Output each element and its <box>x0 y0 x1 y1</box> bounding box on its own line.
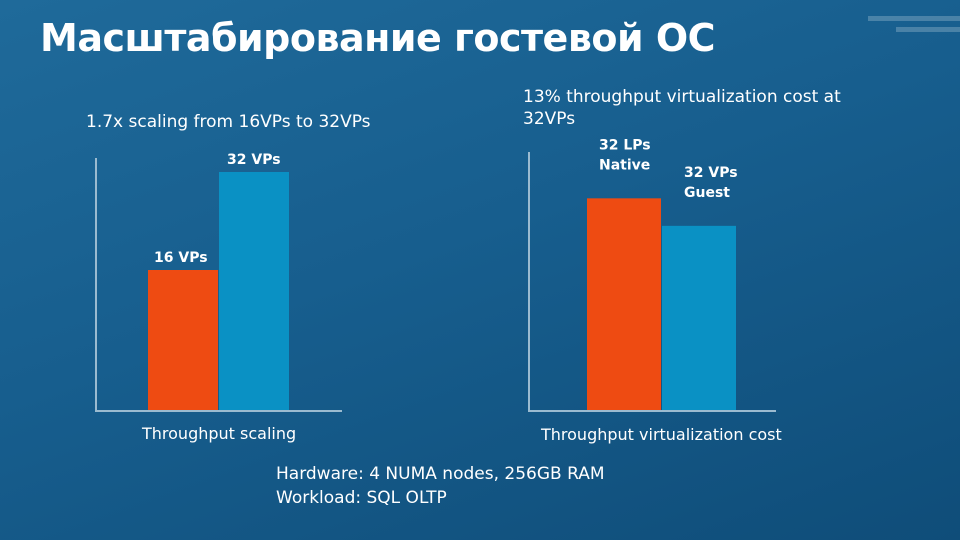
right-chart-subtitle: 13% throughput virtualization cost at 32… <box>523 86 841 130</box>
bar-1 <box>662 225 736 410</box>
right-chart-xlabel: Throughput virtualization cost <box>541 425 782 444</box>
bar-label-1: 32 VPs Guest <box>684 165 738 201</box>
slide-title: Масштабирование гостевой ОС <box>40 16 716 60</box>
decorative-stripe <box>868 16 960 21</box>
bar-1 <box>219 172 289 410</box>
decorative-stripe <box>896 27 960 32</box>
footer-workload: Workload: SQL OLTP <box>276 488 447 508</box>
right-chart-subtitle-line1: 13% throughput virtualization cost at <box>523 87 841 107</box>
left-chart-xlabel: Throughput scaling <box>142 424 297 443</box>
left-chart-subtitle: 1.7x scaling from 16VPs to 32VPs <box>86 112 371 132</box>
bar-label-0: 32 LPs Native <box>599 137 651 173</box>
bar-label-1: 32 VPs <box>227 152 281 168</box>
right-chart-subtitle-line2: 32VPs <box>523 109 576 129</box>
footer-hardware: Hardware: 4 NUMA nodes, 256GB RAM <box>276 464 605 484</box>
footer-notes: Hardware: 4 NUMA nodes, 256GB RAM Worklo… <box>276 462 605 510</box>
bar-0 <box>587 198 661 410</box>
bar-0 <box>148 270 218 410</box>
bar-label-0: 16 VPs <box>154 250 208 266</box>
